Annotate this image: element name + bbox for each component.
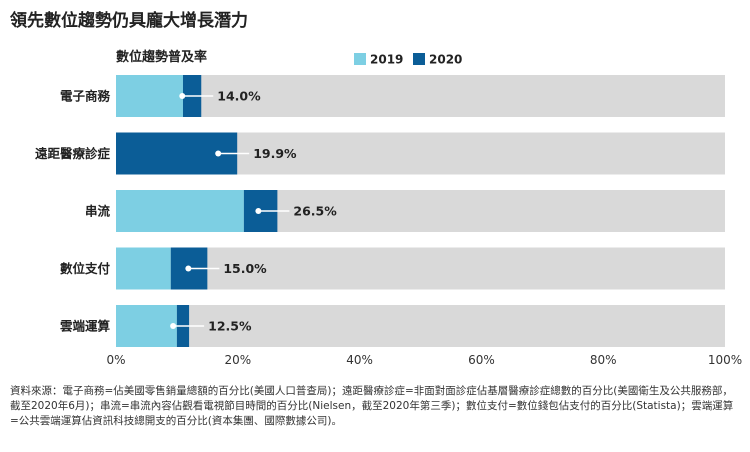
bar-segment-2019: [116, 75, 183, 117]
bar-row: 數位支付 15.0%: [60, 247, 725, 290]
data-label: 12.5%: [208, 319, 252, 334]
data-label: 15.0%: [223, 261, 267, 276]
bar-row: 電子商務 14.0%: [60, 75, 725, 117]
source-note: 資料來源：電子商務=佔美國零售銷量總額的百分比(美國人口普查局)；遠距醫療診症=…: [10, 385, 734, 427]
legend-swatch-2020: [413, 53, 425, 65]
category-label: 串流: [85, 204, 111, 219]
x-tick-label: 40%: [346, 353, 373, 367]
value-pointer-dot: [185, 265, 192, 272]
bar-row: 串流 26.5%: [85, 190, 725, 232]
bar-segment-2019: [116, 247, 171, 290]
legend-label-2019: 2019: [370, 53, 403, 67]
chart-legend: 2019 2020: [354, 53, 462, 67]
bar-track: [116, 75, 725, 117]
category-label: 雲端運算: [60, 319, 111, 334]
bar-row: 雲端運算 12.5%: [60, 305, 725, 347]
x-tick-label: 20%: [224, 353, 251, 367]
bar-track: [116, 305, 725, 347]
category-label: 電子商務: [60, 89, 111, 104]
category-label: 數位支付: [60, 261, 111, 276]
data-label: 26.5%: [293, 204, 337, 219]
x-tick-label: 0%: [106, 353, 125, 367]
x-tick-label: 60%: [468, 353, 495, 367]
data-label: 19.9%: [253, 146, 297, 161]
axis-title: 數位趨勢普及率: [116, 49, 207, 65]
data-label: 14.0%: [217, 89, 261, 104]
bar-segment-2019: [116, 190, 244, 232]
legend-label-2020: 2020: [429, 53, 462, 67]
value-pointer-dot: [170, 323, 177, 329]
legend-swatch-2019: [354, 53, 366, 65]
value-pointer-dot: [215, 150, 222, 157]
stacked-bar-chart: 2019 2020 數位趨勢普及率 電子商務 14.0% 遠距醫療診症 19.9% 串流 2…: [35, 49, 742, 367]
category-label: 遠距醫療診症: [35, 146, 111, 161]
x-tick-label: 100%: [708, 353, 742, 367]
chart-title: 領先數位趨勢仍具龐大增長潛力: [10, 11, 248, 31]
x-tick-label: 80%: [590, 353, 617, 367]
value-pointer-dot: [255, 208, 262, 214]
value-pointer-dot: [179, 93, 186, 99]
bar-segment-2019: [116, 305, 177, 347]
bar-row: 遠距醫療診症 19.9%: [35, 132, 725, 175]
